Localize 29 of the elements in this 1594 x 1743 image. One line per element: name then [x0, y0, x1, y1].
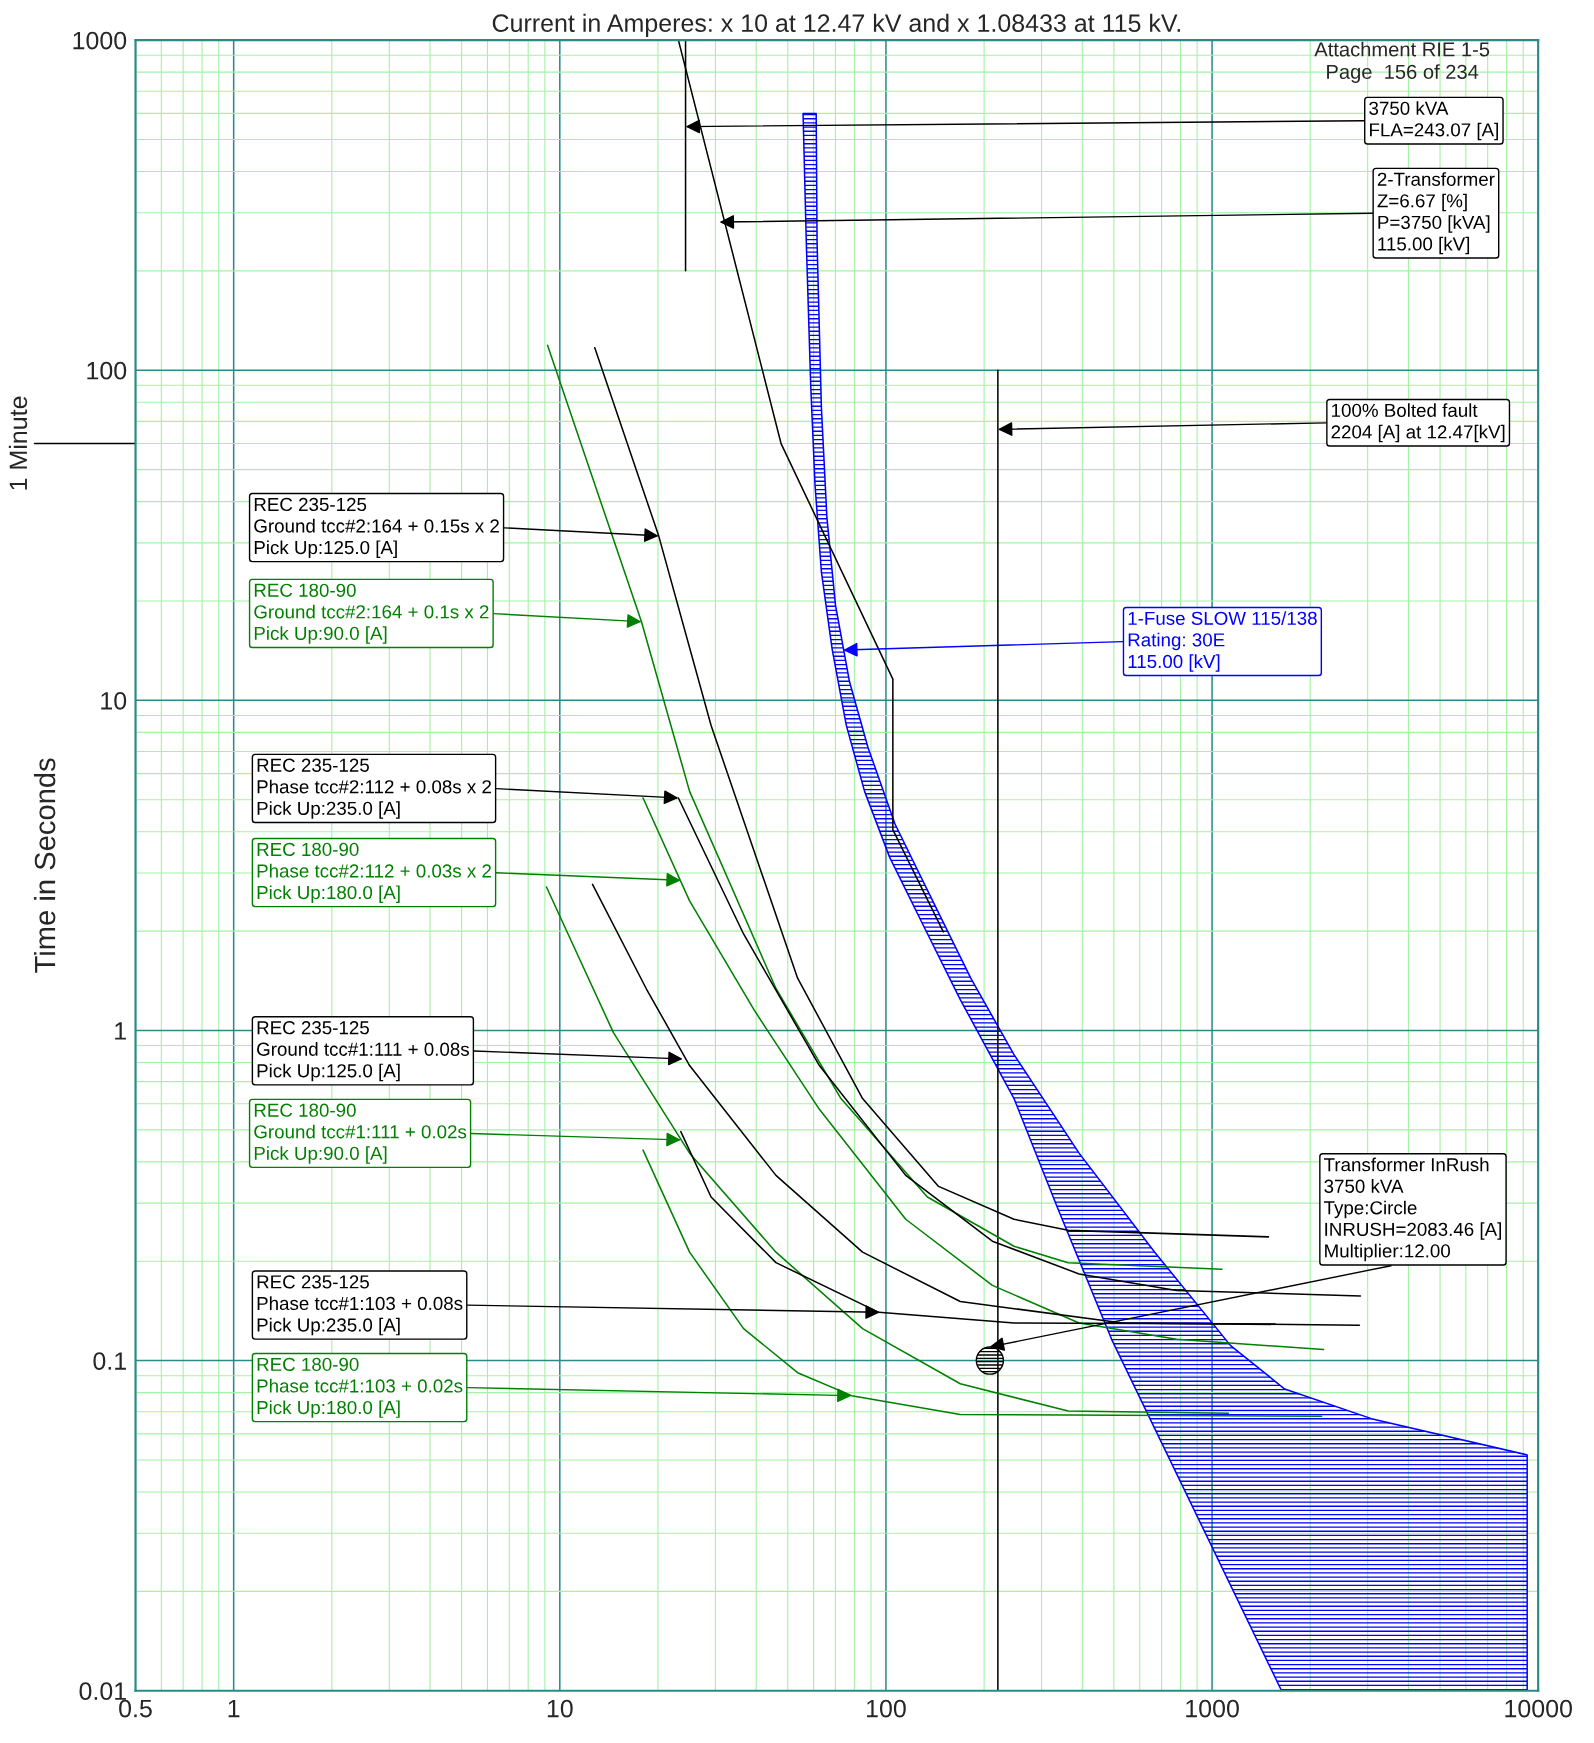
annotation: 1-Fuse SLOW 115/138 Rating: 30E 115.00 [kV] — [1128, 611, 1317, 672]
annotation: REC 235-125 Phase tcc#2:112 + 0.08s x 2 Pick Up:235.0 [A] — [257, 758, 491, 819]
x-tick-label: 10000 — [1505, 1699, 1572, 1718]
x-tick-label: 1000 — [1186, 1699, 1239, 1718]
x-tick-label: 10 — [547, 1699, 573, 1718]
annotation: 3750 kVA FLA=243.07 [A] — [1369, 101, 1498, 141]
annotation: REC 235-125 Phase tcc#1:103 + 0.08s Pick Up:235.0 [A] — [257, 1275, 463, 1336]
ref-line-label: 1 Minute — [8, 396, 28, 490]
y-tick-label: 10 — [101, 691, 127, 710]
annotation: 2-Transformer Z=6.67 [%] P=3750 [kVA] 115.00 [kV] — [1377, 172, 1495, 255]
annotation: REC 180-90 Phase tcc#1:103 + 0.02s Pick Up:180.0 [A] — [257, 1357, 463, 1418]
annotation: REC 235-125 Ground tcc#1:111 + 0.08s Pick Up:125.0 [A] — [257, 1021, 469, 1082]
y-tick-label: 0.1 — [93, 1352, 126, 1370]
y-axis-title: Time in Seconds — [33, 758, 56, 973]
annotation: Transformer InRush 3750 kVA Type:Circle INRUSH=2083.46 [A] Multiplier:12.00 — [1324, 1157, 1501, 1262]
annotation: REC 235-125 Ground tcc#2:164 + 0.15s x 2 Pick Up:125.0 [A] — [254, 497, 499, 558]
y-tick-label: 0.01 — [79, 1682, 126, 1701]
x-tick-label: 0.5 — [119, 1699, 152, 1718]
x-tick-label: 1 — [228, 1699, 240, 1718]
x-tick-label: 100 — [866, 1699, 906, 1718]
annotation: Attachment RIE 1-5 Page 156 of 234 — [1314, 41, 1490, 83]
annotation: 100% Bolted fault 2204 [A] at 12.47[kV] — [1331, 403, 1505, 443]
annotation: REC 180-90 Ground tcc#1:111 + 0.02s Pick Up:90.0 [A] — [254, 1103, 467, 1164]
y-tick-label: 100 — [87, 361, 127, 380]
y-tick-label: 1000 — [73, 31, 127, 50]
chart-title: Current in Amperes: x 10 at 12.47 kV and x 1.08433 at 115 kV. — [492, 13, 1180, 37]
y-tick-label: 1 — [115, 1022, 126, 1040]
annotation: REC 180-90 Phase tcc#2:112 + 0.03s x 2 Pick Up:180.0 [A] — [257, 842, 491, 903]
annotation: REC 180-90 Ground tcc#2:164 + 0.1s x 2 Pick Up:90.0 [A] — [254, 583, 489, 644]
